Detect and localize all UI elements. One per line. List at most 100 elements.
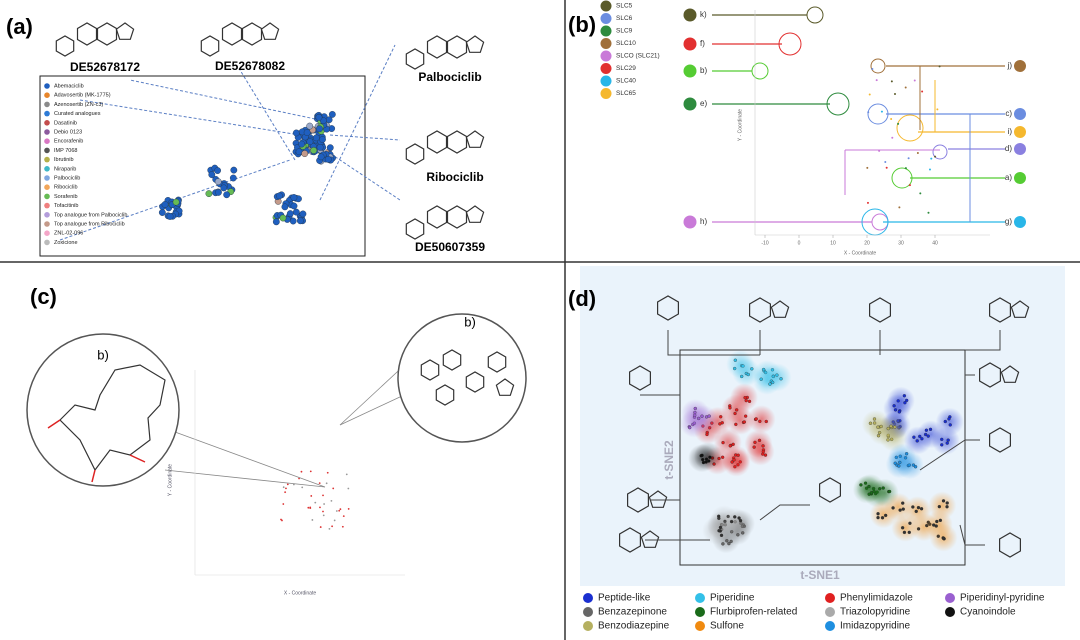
scatter-point <box>339 508 342 511</box>
scatter-point <box>761 444 765 448</box>
scatter-point <box>285 487 287 490</box>
scatter-point <box>945 501 949 505</box>
scatter-point <box>719 533 724 537</box>
molecule-ring <box>465 130 485 148</box>
scatter-point <box>893 461 897 465</box>
legend-marker <box>583 607 593 617</box>
scatter-point <box>318 482 321 485</box>
scatter-point <box>319 506 321 509</box>
x-tick-label: 10 <box>830 240 836 246</box>
scatter-point <box>205 190 213 198</box>
scatter-point <box>914 509 918 514</box>
legend-label: Ibrutinib <box>54 157 74 163</box>
scatter-point <box>306 122 314 130</box>
molecule-ring <box>1000 365 1020 383</box>
scatter-point <box>316 125 323 133</box>
scatter-point <box>292 208 300 216</box>
scatter-point <box>298 140 305 148</box>
cluster-ring <box>870 58 886 74</box>
scatter-point <box>301 486 304 489</box>
scatter-point <box>940 443 944 447</box>
scatter-point <box>299 210 307 218</box>
scatter-point <box>881 486 885 490</box>
scatter-point <box>341 525 344 528</box>
scatter-point <box>742 420 746 424</box>
scatter-point <box>913 465 918 469</box>
molecule-ring <box>619 527 641 553</box>
x-tick-label: 0 <box>798 240 801 246</box>
molecule-ring <box>989 427 1011 453</box>
scatter-point <box>303 129 311 136</box>
legend-marker <box>44 212 50 218</box>
scatter-point <box>296 217 304 225</box>
scatter-point <box>325 482 328 485</box>
scatter-point <box>927 211 930 214</box>
scatter-point <box>908 184 911 187</box>
scatter-point <box>295 148 303 156</box>
legend-label: Phenylimidazole <box>840 593 913 604</box>
scatter-point <box>875 79 878 82</box>
legend-label: Zoxicione <box>54 240 78 246</box>
leaf-label: i) <box>1008 127 1013 136</box>
scatter-point <box>718 422 722 426</box>
cluster-ring <box>896 114 924 142</box>
leaf-label: j) <box>1007 61 1013 70</box>
legend-marker <box>44 120 50 126</box>
scatter-point <box>759 377 763 381</box>
x-tick-label: 40 <box>932 240 938 246</box>
legend-marker <box>44 147 50 154</box>
panel-label: (c) <box>30 284 57 309</box>
scatter-point <box>323 503 326 505</box>
leaf-marker <box>1014 216 1026 228</box>
legend-marker <box>44 202 50 209</box>
scatter-point <box>878 149 881 152</box>
legend-label: Niraparib <box>54 166 76 172</box>
legend-label: Triazolopyridine <box>840 607 911 618</box>
leaf-label: g) <box>1005 217 1012 226</box>
connector <box>239 69 296 161</box>
legend-marker <box>945 607 955 617</box>
legend-label: Imidazopyridine <box>840 621 910 632</box>
cluster-glow <box>693 442 722 471</box>
scatter-point <box>338 509 341 512</box>
scatter-point <box>901 501 905 505</box>
molecule-ring <box>657 295 679 321</box>
scatter-point <box>744 398 748 403</box>
scatter-point <box>696 416 701 421</box>
connector <box>129 79 321 121</box>
panel-d-background <box>580 266 1065 586</box>
molecule-ring <box>426 205 448 229</box>
scatter-point <box>889 424 893 428</box>
scatter-point <box>902 530 907 535</box>
x-axis-label: t-SNE1 <box>800 568 840 582</box>
scatter-point <box>347 487 350 490</box>
molecule-ring <box>76 22 98 46</box>
connector <box>79 99 301 136</box>
x-tick-label: 20 <box>864 240 870 246</box>
scatter-point <box>904 167 907 170</box>
legend-label: Ribociclib <box>54 185 78 191</box>
molecule-ring <box>405 143 425 165</box>
scatter-point <box>876 515 880 520</box>
scatter-point <box>935 519 939 524</box>
molecule-ring <box>200 35 220 57</box>
scatter-point <box>919 507 924 511</box>
molecule-ring <box>442 349 462 371</box>
scatter-point <box>912 435 916 439</box>
legend-marker <box>44 101 50 108</box>
legend-marker <box>44 156 50 163</box>
scatter-point <box>333 519 336 522</box>
scatter-point <box>342 515 345 518</box>
scatter-point <box>891 506 895 510</box>
connector <box>667 330 760 356</box>
molecule-ring <box>495 378 515 396</box>
x-tick-label: -10 <box>761 240 768 246</box>
scatter-point <box>768 382 772 386</box>
cluster-glow <box>878 415 907 444</box>
legend-marker <box>695 593 705 603</box>
molecule-ring <box>648 490 668 508</box>
x-tick-label: 30 <box>898 240 904 246</box>
scatter-point <box>286 483 289 486</box>
molecule-ring <box>770 300 790 318</box>
scatter-point <box>328 111 336 118</box>
